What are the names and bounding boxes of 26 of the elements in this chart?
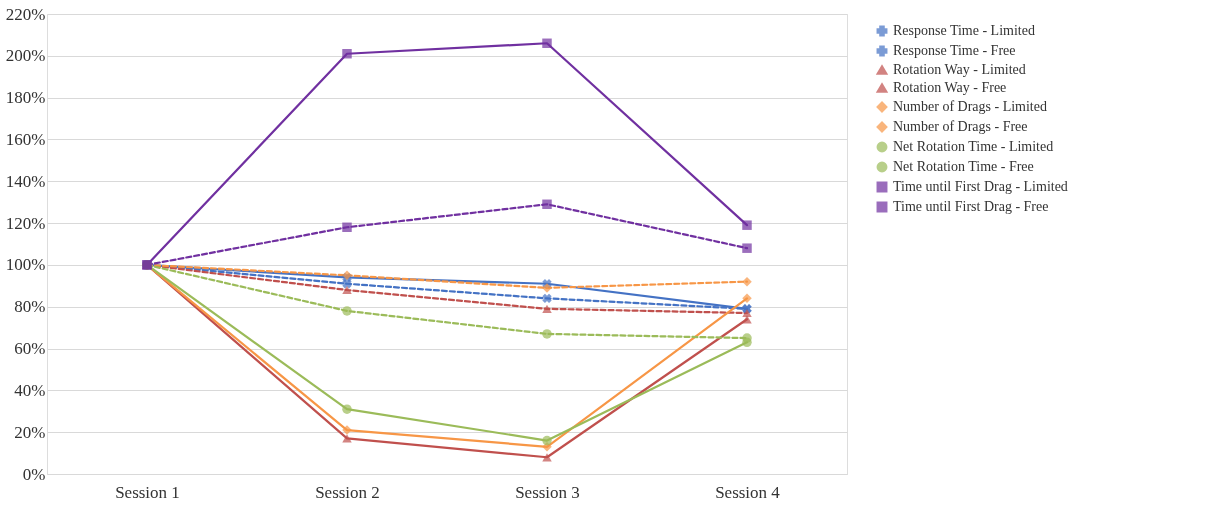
legend-label: Response Time - Free [893,43,1016,58]
legend-label: Number of Drags - Free [893,119,1028,134]
y-tick-label: 80% [14,297,46,317]
x-tick-label: Session 4 [715,482,781,502]
y-tick-label: 180% [5,88,46,108]
legend-label: Net Rotation Time - Free [893,159,1034,174]
y-tick-label: 100% [5,255,46,275]
x-tick-label: Session 2 [315,482,380,502]
legend-label: Rotation Way - Free [893,80,1007,95]
y-tick-label: 220% [5,4,46,24]
legend-label: Net Rotation Time - Limited [893,139,1054,154]
y-tick-label: 200% [5,46,46,66]
y-tick-label: 140% [5,171,46,191]
y-tick-label: 60% [14,339,46,359]
legend-label: Number of Drags - Limited [893,99,1047,114]
x-tick-label: Session 3 [515,482,580,502]
legend-label: Response Time - Limited [893,23,1035,38]
x-tick-label: Session 1 [115,482,180,502]
y-tick-label: 120% [5,213,46,233]
legend-label: Rotation Way - Limited [893,62,1026,77]
y-tick-label: 40% [14,380,46,400]
legend-label: Time until First Drag - Limited [893,179,1068,194]
y-tick-label: 160% [5,129,46,149]
legend-label: Time until First Drag - Free [893,199,1049,214]
y-tick-label: 0% [22,464,46,484]
y-tick-label: 20% [14,422,46,442]
